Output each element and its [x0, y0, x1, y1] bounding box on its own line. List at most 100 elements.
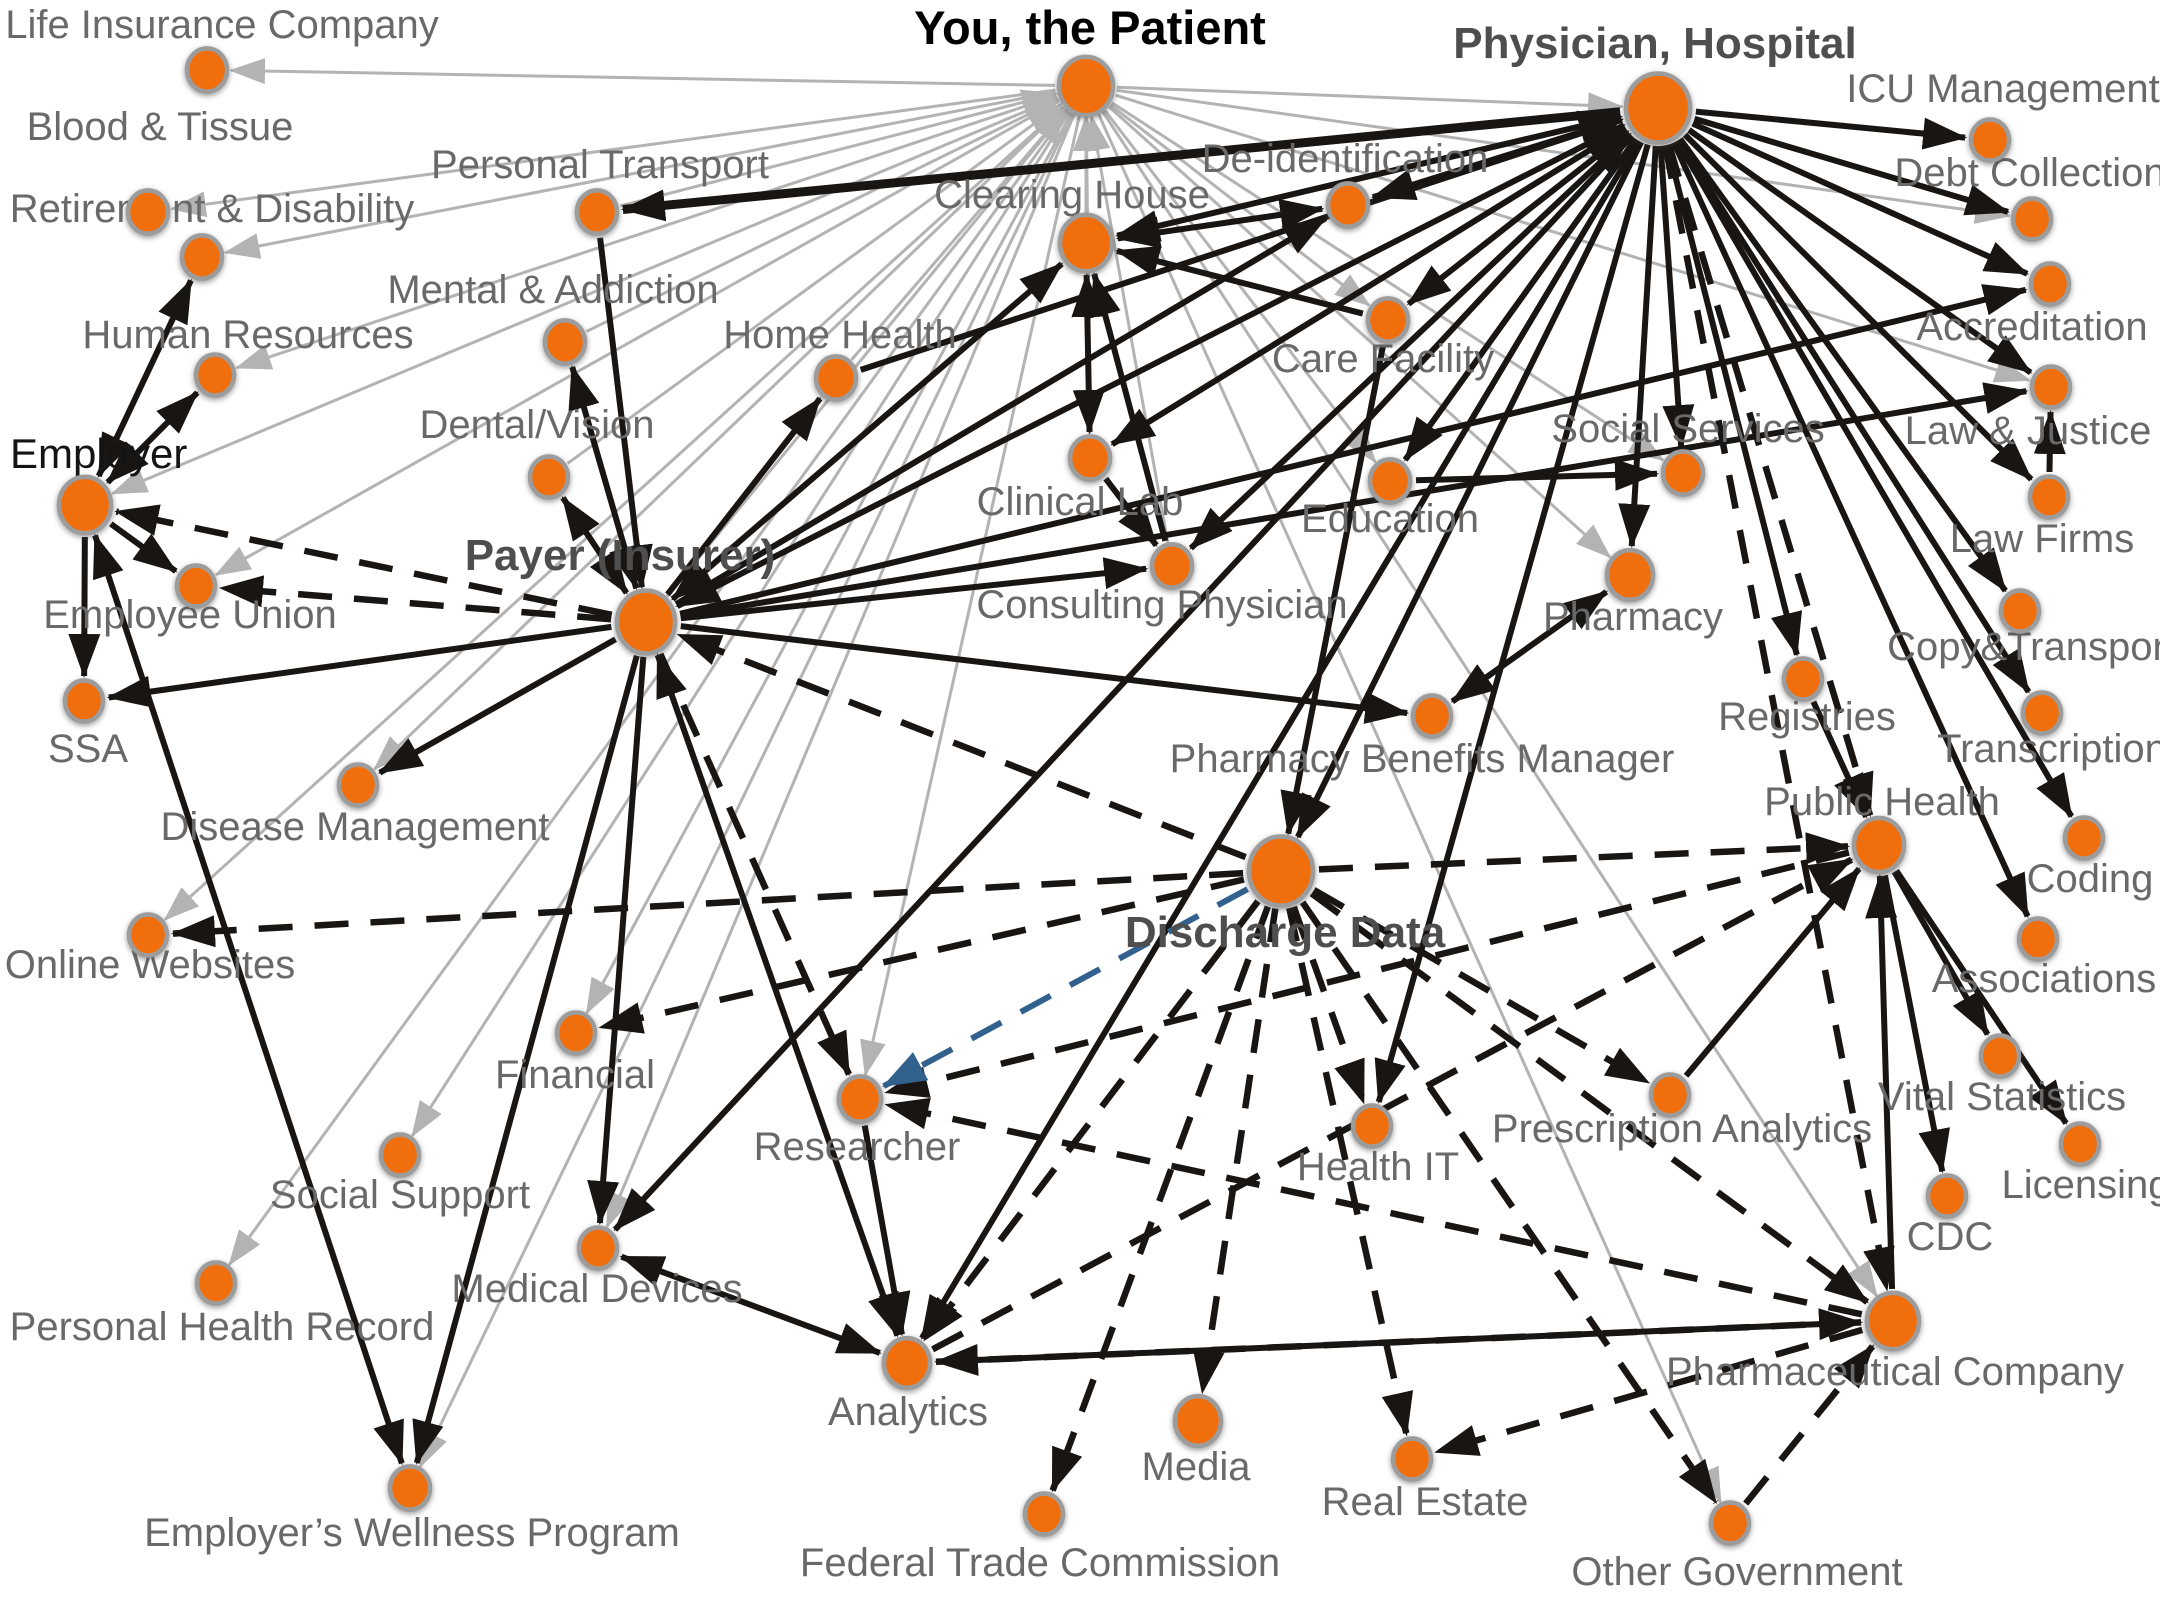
node-life_insurance[interactable] [184, 46, 230, 94]
node-real_estate[interactable] [1390, 1436, 1434, 1482]
node-label-phr: Personal Health Record [10, 1305, 435, 1349]
node-deidentification[interactable] [1325, 181, 1371, 229]
node-cdc[interactable] [1925, 1173, 1969, 1219]
edge-payer-disease_mgmt [378, 636, 618, 776]
node-payer[interactable] [614, 588, 678, 656]
edge-employer-ssa [68, 536, 101, 679]
node-personal_transport[interactable] [574, 188, 620, 236]
edge-other_gov-pharma_co [1743, 1343, 1876, 1506]
node-debt_collection[interactable] [2010, 196, 2054, 242]
edge-discharge-rx_analytics [1312, 887, 1651, 1086]
node-discharge[interactable] [1246, 834, 1316, 908]
node-consulting_physician[interactable] [1149, 542, 1195, 590]
node-law_firms[interactable] [2027, 474, 2071, 520]
node-icu[interactable] [1968, 117, 2012, 163]
node-dental_vision[interactable] [527, 454, 571, 500]
node-label-rx_analytics: Prescription Analytics [1492, 1107, 1872, 1151]
node-label-law_firms: Law Firms [1950, 517, 2134, 561]
edge-physician-pharmacy [1618, 145, 1659, 549]
node-label-pharmacy: Pharmacy [1543, 595, 1723, 639]
node-label-coding: Coding [2027, 857, 2154, 901]
edge-payer-employer [114, 504, 613, 619]
edge-physician-social_services [1657, 145, 1695, 450]
node-label-retirement_disability: Retirement & Disability [10, 187, 415, 231]
node-analytics[interactable] [881, 1335, 933, 1391]
node-physician[interactable] [1623, 71, 1693, 145]
node-label-debt_collection: Debt Collection [1894, 151, 2160, 195]
node-label-dental_vision: Dental/Vision [420, 403, 655, 447]
node-label-vital_statistics: Vital Statistics [1878, 1075, 2126, 1119]
edge-clinical_lab-consulting_physician [1103, 476, 1159, 548]
node-retirement_disability[interactable] [179, 233, 225, 281]
node-clearing_house[interactable] [1057, 212, 1115, 274]
node-label-care_facility: Care Facility [1272, 337, 1494, 381]
node-disease_mgmt[interactable] [336, 762, 380, 808]
node-phr[interactable] [194, 1260, 238, 1306]
edge-physician-consulting_physician [1188, 131, 1633, 551]
node-human_resources[interactable] [193, 352, 237, 398]
node-mental_addiction[interactable] [542, 318, 588, 366]
node-employer[interactable] [56, 474, 114, 536]
node-other_gov[interactable] [1708, 1500, 1752, 1546]
edge-physician-pharma_co [1662, 144, 1895, 1292]
node-health_it[interactable] [1350, 1103, 1394, 1149]
edge-payer-deidentification [674, 215, 1328, 607]
edge-physician-accreditation [1691, 120, 2030, 277]
edge-payer-pbm [680, 623, 1410, 724]
nodes-layer [56, 46, 2106, 1546]
node-ftc[interactable] [1022, 1491, 1066, 1537]
node-pharma_co[interactable] [1864, 1290, 1922, 1352]
node-transcription[interactable] [2020, 690, 2064, 736]
edge-payer-researcher [657, 652, 852, 1077]
node-label-clinical_lab: Clinical Lab [977, 480, 1184, 524]
edge-pharma_co-public_health [1865, 873, 1898, 1290]
node-care_facility[interactable] [1365, 296, 1411, 344]
node-pbm[interactable] [1410, 693, 1454, 739]
node-blood_tissue[interactable] [125, 188, 171, 236]
node-social_support[interactable] [378, 1132, 422, 1178]
node-public_health[interactable] [1851, 815, 1907, 875]
node-media[interactable] [1172, 1393, 1224, 1449]
node-researcher[interactable] [836, 1074, 884, 1124]
node-patient[interactable] [1056, 54, 1116, 118]
node-label-disease_mgmt: Disease Management [160, 805, 549, 849]
node-associations[interactable] [2016, 916, 2060, 962]
edge-patient-life_insurance [228, 58, 1056, 87]
node-label-life_insurance: Life Insurance Company [5, 3, 439, 47]
node-label-patient: You, the Patient [914, 1, 1266, 54]
edge-payer-clearing_house [670, 261, 1064, 602]
node-financial[interactable] [554, 1010, 598, 1056]
node-label-law_justice: Law & Justice [1905, 409, 2152, 453]
node-social_services[interactable] [1660, 449, 1706, 497]
node-employee_union[interactable] [174, 563, 218, 609]
edge-discharge-media [1192, 908, 1279, 1395]
edge-physician-transcription [1675, 138, 2032, 694]
node-label-other_gov: Other Government [1571, 1550, 1902, 1594]
node-home_health[interactable] [813, 354, 859, 402]
edge-discharge-analytics [921, 899, 1261, 1342]
node-label-accreditation: Accreditation [1916, 305, 2147, 349]
node-label-health_it: Health IT [1297, 1145, 1459, 1189]
node-label-consulting_physician: Consulting Physician [976, 583, 1347, 627]
edge-clearing_house-clinical_lab [1071, 272, 1105, 435]
node-label-mental_addiction: Mental & Addiction [387, 268, 718, 312]
node-law_justice[interactable] [2029, 364, 2073, 410]
node-online_websites[interactable] [126, 912, 170, 958]
node-accreditation[interactable] [2028, 261, 2072, 307]
node-ssa[interactable] [62, 678, 106, 724]
node-medical_devices[interactable] [576, 1225, 620, 1271]
node-licensing[interactable] [2058, 1121, 2102, 1167]
edge-pharma_co-analytics [933, 1319, 1862, 1376]
node-copy_transport[interactable] [1998, 588, 2042, 634]
edge-rx_analytics-public_health [1683, 866, 1862, 1078]
node-coding[interactable] [2062, 815, 2106, 861]
node-rx_analytics[interactable] [1648, 1072, 1692, 1118]
edge-physician-coding [1674, 139, 2074, 819]
node-pharmacy[interactable] [1604, 547, 1656, 603]
node-registries[interactable] [1781, 656, 1825, 702]
node-ewp[interactable] [387, 1464, 433, 1512]
node-clinical_lab[interactable] [1067, 434, 1113, 482]
node-vital_statistics[interactable] [1978, 1033, 2022, 1079]
node-education[interactable] [1367, 457, 1413, 505]
